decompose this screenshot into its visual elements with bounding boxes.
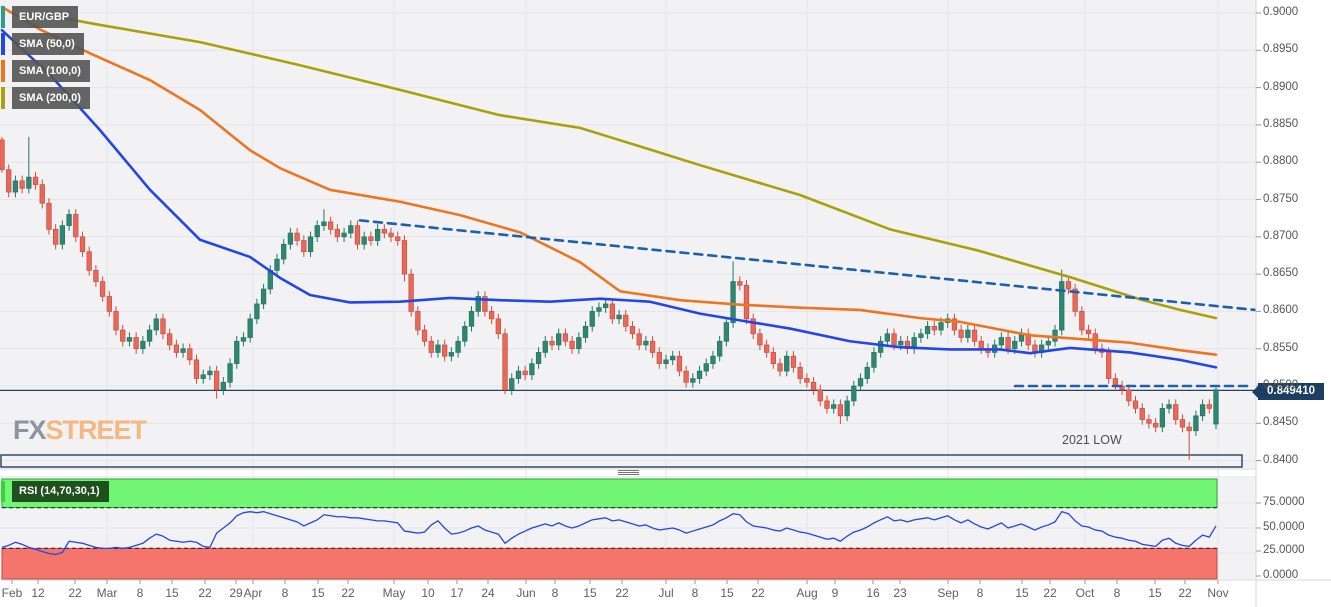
rsi-legend-marker — [1, 481, 5, 502]
legend-badge-eurgbp[interactable]: EUR/GBP — [12, 6, 79, 28]
time-axis-label: 22 — [1178, 586, 1192, 600]
price-axis-label: 0.8950 — [1263, 43, 1299, 56]
time-axis-label: Jun — [516, 586, 536, 600]
time-axis-label: Jul — [658, 586, 674, 600]
panel-resize-grip[interactable] — [618, 470, 639, 476]
time-axis-label: 8 — [281, 586, 289, 600]
price-axis-label: 0.8900 — [1263, 80, 1299, 93]
legend-marker-sma50 — [1, 33, 5, 55]
time-axis-label: 16 — [866, 586, 880, 600]
price-axis-label: 0.8550 — [1263, 341, 1299, 354]
rsi-axis-label: 0.0000 — [1263, 569, 1299, 581]
time-axis-label: 22 — [1043, 586, 1057, 600]
fxstreet-logo: FXSTREET — [13, 415, 148, 445]
time-axis-label: 22 — [751, 586, 765, 600]
time-axis-label: 10 — [421, 586, 435, 600]
price-axis-label: 0.8450 — [1263, 416, 1299, 429]
time-axis-label: 8 — [551, 586, 559, 600]
time-axis-label: 8 — [976, 586, 984, 600]
legend-marker-eurgbp — [1, 6, 5, 28]
price-axis-label: 0.8850 — [1263, 117, 1299, 130]
time-axis-label: Oct — [1075, 586, 1095, 600]
legend-badge-sma100[interactable]: SMA (100,0) — [12, 60, 90, 82]
legend-badge-sma50[interactable]: SMA (50,0) — [12, 33, 84, 55]
time-axis-label: Nov — [1207, 586, 1229, 600]
time-axis-label: 22 — [198, 586, 212, 600]
time-axis-label: 22 — [615, 586, 629, 600]
time-axis-label: 15 — [720, 586, 734, 600]
fxstreet-logo-fx: FX — [13, 415, 47, 445]
last-price-tag: 0.849410 — [1252, 383, 1324, 400]
time-axis-label: 17 — [450, 586, 464, 600]
price-axis-label: 0.8800 — [1263, 155, 1299, 168]
time-axis-label: Feb — [1, 586, 23, 600]
time-axis-label: 8 — [136, 586, 144, 600]
fxstreet-logo-street: STREET — [45, 415, 148, 445]
time-axis-label: 24 — [481, 586, 495, 600]
time-axis-label: 15 — [583, 586, 597, 600]
time-axis-label: 9 — [831, 586, 839, 600]
time-axis-label: Sep — [937, 586, 959, 600]
rsi-axis-label: 50.0000 — [1263, 521, 1305, 533]
time-axis-label: 15 — [1148, 586, 1162, 600]
time-axis-label: 15 — [1015, 586, 1029, 600]
price-axis-label: 0.8650 — [1263, 267, 1299, 280]
time-axis-label: Apr — [243, 586, 263, 600]
time-axis-label: Aug — [796, 586, 818, 600]
time-axis-label: 22 — [341, 586, 355, 600]
price-axis-label: 0.8600 — [1263, 304, 1299, 317]
legend-marker-sma200 — [1, 87, 5, 109]
annotation-2021-low: 2021 LOW — [1062, 433, 1122, 447]
rsi-legend-badge[interactable]: RSI (14,70,30,1) — [12, 481, 109, 502]
time-axis-label: 15 — [311, 586, 325, 600]
time-axis-label: 22 — [68, 586, 82, 600]
time-axis-label: 23 — [893, 586, 907, 600]
price-axis-label: 0.8750 — [1263, 192, 1299, 205]
price-axis-label: 0.9000 — [1263, 6, 1299, 18]
legend-marker-sma100 — [1, 60, 5, 82]
time-axis-label: 8 — [1113, 586, 1121, 600]
time-axis-label: Mar — [96, 586, 118, 600]
time-axis-label: 8 — [691, 586, 699, 600]
price-axis-label: 0.8400 — [1263, 453, 1299, 466]
price-axis-label: 0.8700 — [1263, 229, 1299, 242]
time-axis-label: 29 — [229, 586, 243, 600]
time-axis-label: May — [382, 586, 406, 600]
rsi-axis-label: 75.0000 — [1263, 496, 1305, 508]
time-axis-label: 15 — [165, 586, 179, 600]
price-axis-label: 0.8500 — [1263, 379, 1299, 391]
time-axis-label: 12 — [31, 586, 45, 600]
legend-badge-sma200[interactable]: SMA (200,0) — [12, 87, 90, 109]
rsi-axis-label: 25.0000 — [1263, 544, 1305, 556]
